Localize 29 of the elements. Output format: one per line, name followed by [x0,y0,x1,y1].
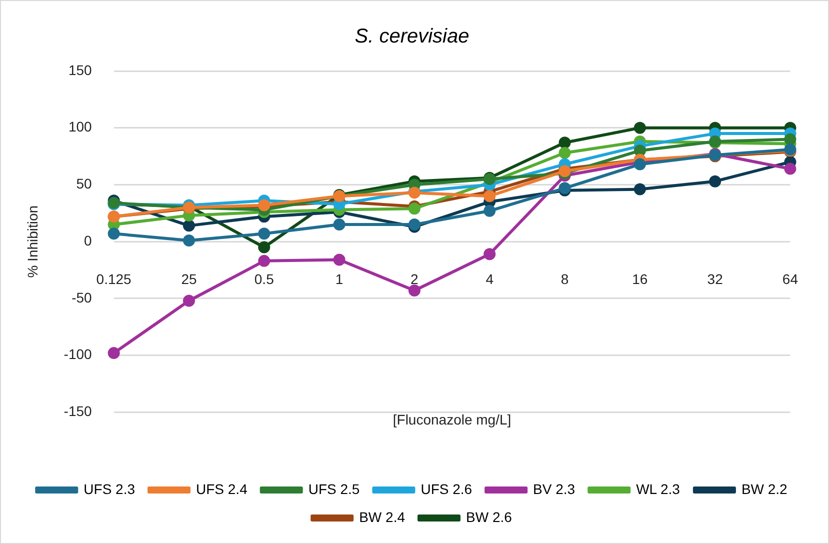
x-tick-label: 2 [410,270,419,287]
legend-label: WL 2.3 [636,480,680,497]
x-tick-label: 0.5 [254,270,274,287]
chart-title: S. cerevisiae [354,26,470,48]
y-tick-label: 100 [68,118,92,135]
x-tick-label: 64 [782,270,798,287]
y-tick-label: -50 [72,289,92,306]
legend-label: BW 2.6 [466,508,512,525]
legend-label: UFS 2.4 [196,480,248,497]
x-tick-label: 32 [707,270,724,287]
x-tick-label: 1 [335,270,344,287]
y-tick-label: -150 [64,403,92,420]
x-tick-label: 0.125 [96,270,132,287]
y-tick-label: 150 [68,62,92,78]
legend-label: UFS 2.3 [84,480,136,497]
legend-label: BW 2.4 [359,508,406,525]
y-tick-label: 0 [84,232,92,248]
x-tick-label: 25 [181,270,197,287]
y-axis-title: % Inhibition [24,205,40,278]
y-tick-label: 50 [76,176,92,192]
x-axis-title: [Fluconazole mg/L] [392,411,512,428]
legend-label: BW 2.2 [741,480,788,497]
x-tick-label: 4 [486,270,494,287]
x-tick-label: 8 [560,270,569,287]
y-tick-label: -100 [64,346,92,362]
x-tick-label: 16 [632,270,648,287]
legend-label: UFS 2.5 [308,480,360,497]
legend-label: BV 2.3 [533,480,576,497]
legend-label: UFS 2.6 [420,480,472,497]
